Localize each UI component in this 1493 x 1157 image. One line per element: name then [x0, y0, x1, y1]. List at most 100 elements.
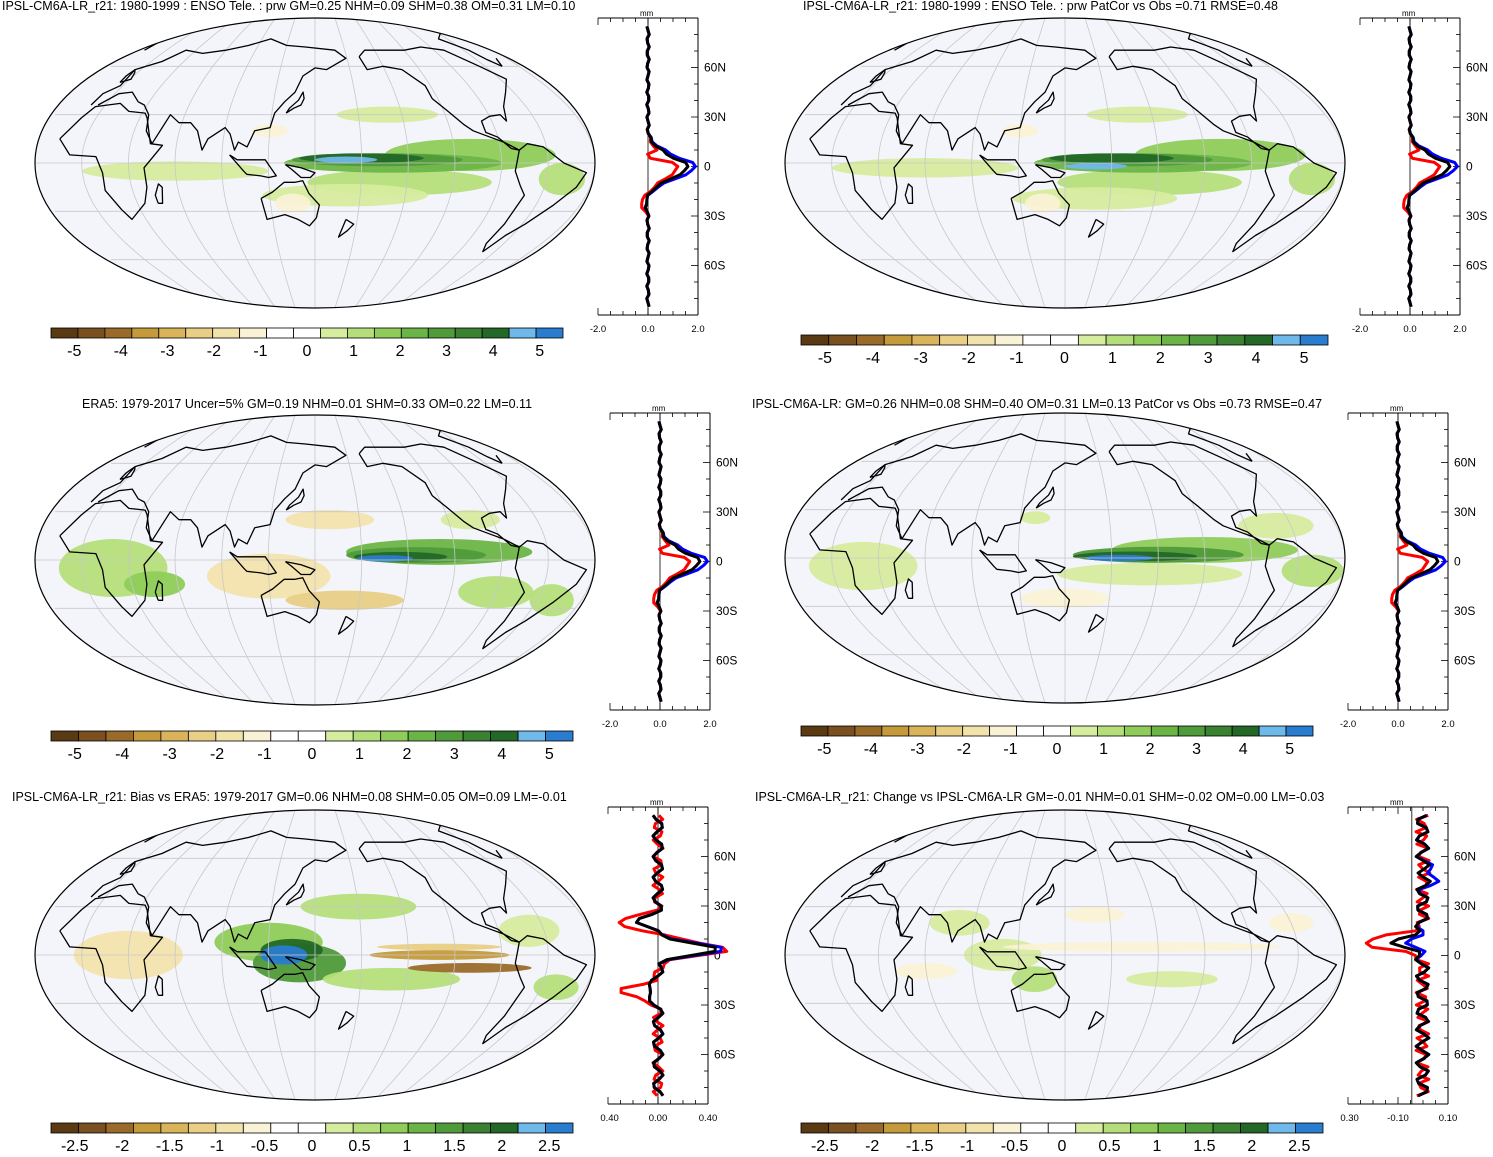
colorbar-swatch [270, 730, 299, 742]
colorbar-label: 3 [442, 343, 451, 360]
colorbar-swatch [347, 327, 375, 339]
colorbar-label: 3 [1192, 741, 1201, 758]
colorbar-swatch [855, 1122, 884, 1134]
colorbar-swatch [1161, 334, 1190, 346]
colorbar-label: -5 [68, 746, 82, 763]
coastline-newguinea [1035, 558, 1066, 574]
coastline-newguinea [285, 955, 316, 971]
colorbar-swatch [297, 1122, 327, 1134]
colorbar-swatch [1231, 725, 1260, 737]
colorbar-swatch [1177, 725, 1206, 737]
coastline-indonesia [229, 551, 277, 576]
colorbar-swatch [187, 730, 217, 742]
colorbar-swatch [908, 725, 937, 737]
anomaly-patch [1288, 163, 1336, 196]
coastline-uk [869, 463, 886, 479]
colorbar-label: -2.5 [61, 1138, 89, 1155]
colorbar-swatch [992, 1122, 1022, 1134]
coastline-samerica [1232, 935, 1338, 1045]
anomaly-patch [533, 974, 579, 1001]
anomaly-patch [407, 963, 532, 973]
colorbar-swatch [407, 730, 437, 742]
coastline-nz [337, 615, 355, 635]
colorbar-label: 0 [308, 1138, 317, 1155]
coastline-indonesia [229, 946, 277, 971]
colorbar-swatch [508, 327, 537, 339]
colorbar-label: -1 [1009, 350, 1023, 367]
colorbar-swatch [325, 730, 354, 742]
colorbar-swatch [239, 327, 267, 339]
coastline-samerica [482, 143, 588, 253]
colorbar-swatch [50, 327, 79, 339]
coastline-australia [1010, 972, 1071, 1019]
colorbar-swatch [1123, 725, 1152, 737]
colorbar-swatch [133, 1122, 162, 1134]
panel-title: IPSL-CM6A-LR_r21: Change vs IPSL-CM6A-LR… [755, 790, 1325, 804]
mean-profile-line [1389, 813, 1432, 1098]
coastline-africa [809, 497, 914, 616]
coastline-japan [1035, 883, 1055, 906]
colorbar-swatch [1285, 725, 1314, 737]
anomaly-patch [929, 909, 990, 936]
coastline-nz [1087, 218, 1105, 238]
colorbar-label: 0.5 [348, 1138, 370, 1155]
colorbar-swatch [78, 1122, 107, 1134]
colorbar-swatch [1016, 725, 1044, 737]
coastline-madagascar [904, 183, 914, 204]
obs-profile-line [635, 814, 723, 1097]
colorbar-label: -3 [160, 343, 174, 360]
colorbar-swatch [1075, 1122, 1104, 1134]
colorbar-swatch [297, 730, 327, 742]
profile-p1: mm 60N 30N 0 30S 60S -2.0 0.0 2.0 [590, 9, 726, 335]
colorbar-label: 0 [1053, 741, 1062, 758]
coastline-namerica [1108, 838, 1270, 943]
colorbar-swatch [1070, 725, 1098, 737]
colorbar-swatch [78, 730, 107, 742]
coastline-samerica [482, 935, 588, 1045]
colorbar-swatch [1212, 1122, 1241, 1134]
panel-title: IPSL-CM6A-LR_r21: 1980-1999 : ENSO Tele.… [2, 0, 576, 13]
profile-lat-label: 30N [714, 899, 736, 913]
profile-x-label: 2.0 [703, 719, 716, 730]
coastline-japan [285, 883, 305, 906]
colorbar-label: -1.5 [156, 1138, 184, 1155]
coastline-newguinea [1035, 955, 1066, 971]
map-p6 [784, 809, 1346, 1101]
coastline-newguinea [1035, 163, 1066, 179]
profile-lat-label: 60S [1466, 259, 1487, 273]
colorbar-label: -1 [257, 746, 271, 763]
profile-lat-label: 60S [704, 259, 725, 273]
coastline-greenland [495, 849, 503, 859]
meridian-line [1184, 810, 1345, 1100]
colorbar-swatch [800, 1122, 829, 1134]
mean-profile-line [643, 25, 690, 308]
colorbar-swatch [1240, 1122, 1269, 1134]
colorbar-swatch [50, 1122, 79, 1134]
colorbar-swatch [320, 327, 348, 339]
colorbar-label: 0.5 [1098, 1138, 1120, 1155]
map-content [785, 18, 1345, 308]
colorbar-p6: -2.5 -2 -1.5 -1 -0.5 0 0.5 1 1.5 2 2.5 [800, 1122, 1324, 1155]
coastline-nz [1087, 1010, 1105, 1030]
colorbar-label: -1 [1003, 741, 1017, 758]
colorbar-swatch [994, 334, 1024, 346]
colorbar-label: -2 [210, 746, 224, 763]
coastline-madagascar [154, 580, 164, 601]
profile-lat-label: 0 [1454, 949, 1461, 963]
coastline-madagascar [154, 183, 164, 204]
colorbar-label: -3 [914, 350, 928, 367]
colorbar-swatch [1130, 1122, 1159, 1134]
colorbar-label: -2.5 [811, 1138, 839, 1155]
profile-x-label: 2.0 [691, 324, 704, 335]
coastline-africa [59, 102, 164, 221]
profile-x-label: 0.0 [1391, 719, 1404, 730]
colorbar-swatch [911, 334, 941, 346]
colorbar-swatch [800, 725, 829, 737]
coastline-namerica [1108, 441, 1270, 546]
profile-unit: mm [640, 9, 654, 18]
colorbar-swatch [1295, 1122, 1324, 1134]
coastline-namerica [358, 838, 520, 943]
colorbar-label: -1 [210, 1138, 224, 1155]
anomaly-patch [285, 510, 375, 530]
colorbar-label: -2 [962, 350, 976, 367]
